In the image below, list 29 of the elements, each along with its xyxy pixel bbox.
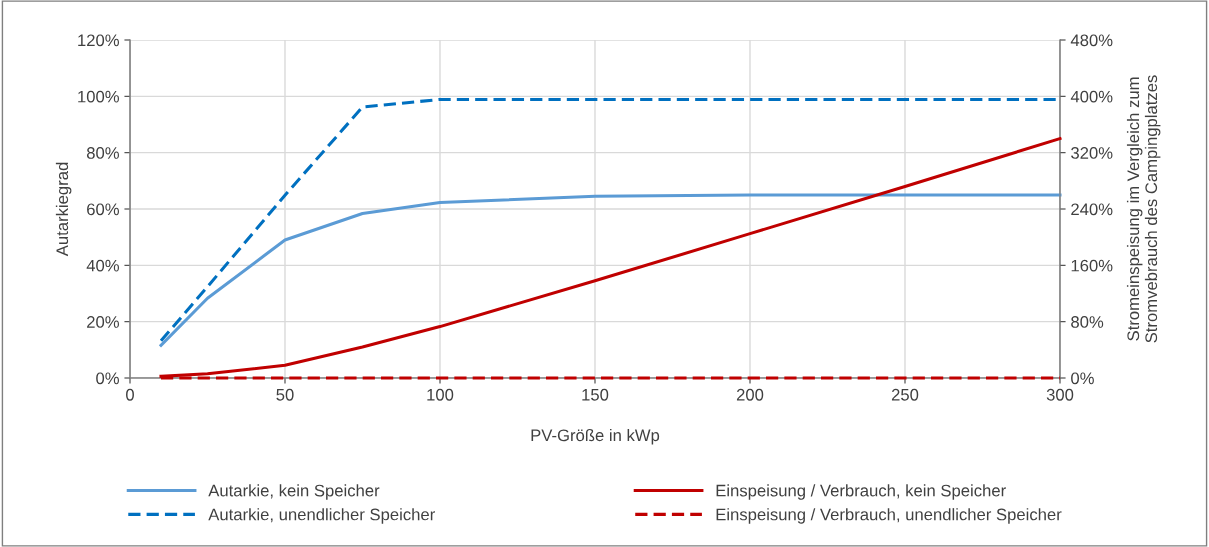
y2-tick-label: 160% <box>1071 259 1113 272</box>
y2-tick-label: 240% <box>1071 203 1113 216</box>
x-tick-label: 300 <box>1046 388 1074 401</box>
x-axis-title: PV-Größe in kWp <box>531 428 660 445</box>
y-tick-label: 20% <box>87 316 119 328</box>
legend-label: Einspeisung / Verbrauch, unendlicher Speicher <box>716 508 1062 524</box>
y2-tick-label: 400% <box>1070 90 1113 103</box>
legend-label: Einspeisung / Verbrauch, kein Speicher <box>716 484 1006 500</box>
y-tick-label: 60% <box>87 203 119 216</box>
y2-tick-label: 0% <box>1071 372 1094 385</box>
line-series <box>159 193 1062 347</box>
y2-tick-label: 80% <box>1071 316 1104 328</box>
x-tick-label: 100 <box>427 388 454 401</box>
y2-tick-label: 480% <box>1070 34 1113 47</box>
x-tick-label: 200 <box>736 388 764 401</box>
y2-tick-label: 320% <box>1071 147 1113 159</box>
legend-label: Autarkie, kein Speicher <box>208 484 380 500</box>
y2-axis-title: Stromeinspeisung im Vergleich zum Stromvebrauch des Campingplatzes <box>1126 75 1161 343</box>
x-tick-label: 150 <box>582 388 609 401</box>
x-tick-label: 250 <box>891 388 919 401</box>
y-tick-label: 80% <box>86 147 119 159</box>
y-tick-label: 40% <box>86 259 119 272</box>
x-tick-label: 50 <box>276 388 294 401</box>
y-tick-label: 100% <box>78 90 119 103</box>
y-tick-label: 0% <box>96 372 119 385</box>
legend-label: Autarkie, unendlicher Speicher <box>208 508 435 524</box>
y-tick-label: 120% <box>78 34 119 47</box>
y-axis-title: Autarkiegrad <box>55 162 72 257</box>
x-tick-label: 0 <box>126 388 134 401</box>
